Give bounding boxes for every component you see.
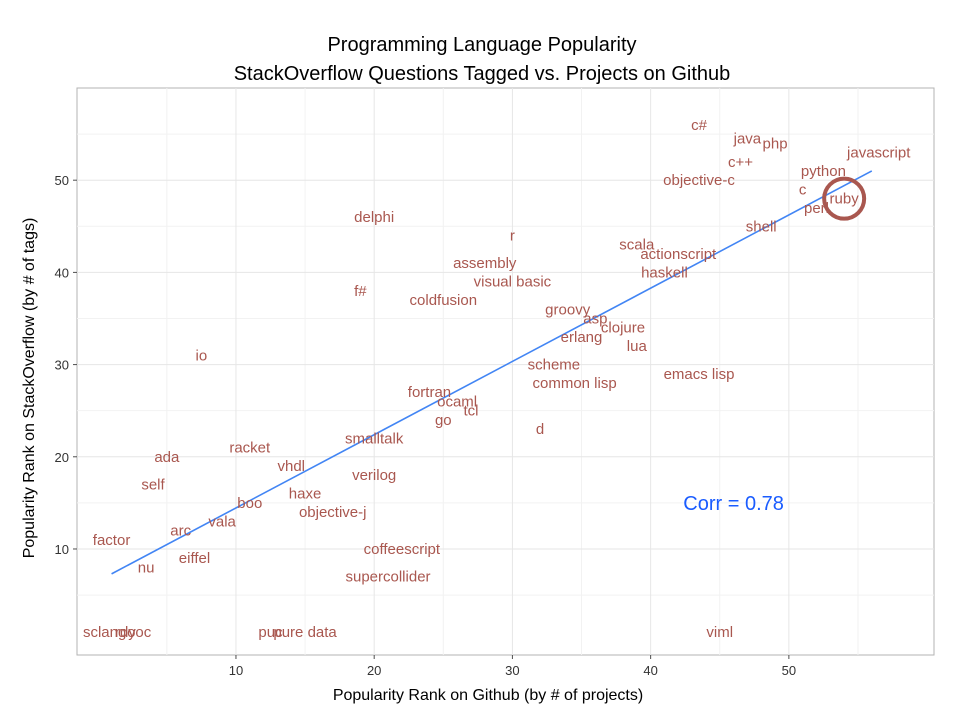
- point-label: asp: [583, 310, 607, 327]
- y-tick-label: 50: [55, 173, 69, 188]
- point-label: racket: [229, 440, 271, 457]
- point-label: vala: [208, 513, 236, 530]
- point-label: go: [435, 412, 452, 429]
- x-tick-label: 10: [229, 663, 243, 678]
- axis-ticks: 10 20 30 40 50 10 20 30 40 50: [55, 173, 797, 678]
- point-label: pure data: [273, 624, 337, 641]
- point-label: ooc: [127, 624, 152, 641]
- y-tick-label: 20: [55, 450, 69, 465]
- point-label: delphi: [354, 209, 394, 226]
- highlight-ring: [822, 176, 867, 221]
- point-label: java: [733, 131, 762, 148]
- point-label: c#: [691, 117, 708, 134]
- point-label: puc: [258, 624, 283, 641]
- point-label: io: [196, 347, 208, 364]
- chart-title: Programming Language Popularity: [327, 34, 636, 56]
- point-label: common lisp: [533, 375, 617, 392]
- y-tick-label: 40: [55, 265, 69, 280]
- point-label: ocaml: [437, 393, 477, 410]
- point-label: emacs lisp: [664, 366, 735, 383]
- point-label: python: [801, 163, 846, 180]
- point-label: haxe: [289, 486, 322, 503]
- point-label: tcl: [463, 403, 478, 420]
- point-label: shell: [746, 218, 777, 235]
- point-label: rdy: [115, 624, 136, 641]
- point-label: sclang: [83, 624, 126, 641]
- point-label: objective-c: [663, 172, 735, 189]
- point-label: supercollider: [345, 569, 430, 586]
- point-label: f#: [354, 283, 367, 300]
- point-label: r: [510, 228, 515, 245]
- point-label: erlang: [561, 329, 603, 346]
- point-label: coffeescript: [364, 541, 441, 558]
- y-tick-label: 30: [55, 358, 69, 373]
- point-label: boo: [237, 495, 262, 512]
- point-label: php: [763, 135, 788, 152]
- point-label: fortran: [408, 384, 451, 401]
- x-tick-label: 20: [367, 663, 381, 678]
- x-tick-label: 30: [505, 663, 519, 678]
- y-axis-title: Popularity Rank on StackOverflow (by # o…: [21, 218, 38, 559]
- point-label: d: [536, 421, 544, 438]
- x-tick-label: 40: [643, 663, 657, 678]
- point-label: factor: [93, 532, 131, 549]
- trend-line: [111, 170, 873, 575]
- point-label: verilog: [352, 467, 396, 484]
- point-label: nu: [138, 559, 155, 576]
- point-label: viml: [706, 624, 733, 641]
- point-label: haskell: [641, 264, 688, 281]
- point-label: self: [141, 476, 165, 493]
- point-label: smalltalk: [345, 430, 404, 447]
- point-label: ruby: [830, 191, 860, 208]
- language-labels: c# java php javascript c++ python objective-c c…: [83, 117, 911, 641]
- grid-lines: [77, 88, 934, 655]
- x-axis-title: Popularity Rank on Github (by # of proje…: [333, 687, 643, 704]
- point-label: c++: [728, 154, 753, 171]
- point-label: ada: [154, 449, 180, 466]
- point-label: eiffel: [179, 550, 210, 567]
- point-label: visual basic: [474, 274, 552, 291]
- point-label: c: [799, 181, 807, 198]
- point-label: scheme: [528, 357, 581, 374]
- point-label: perl: [804, 200, 829, 217]
- point-label: assembly: [453, 255, 517, 272]
- point-label: vhdl: [277, 458, 305, 475]
- point-label: lua: [627, 338, 648, 355]
- point-label: clojure: [601, 320, 645, 337]
- point-label: coldfusion: [410, 292, 478, 309]
- point-label: objective-j: [299, 504, 367, 521]
- point-label: scala: [619, 237, 655, 254]
- x-tick-label: 50: [782, 663, 796, 678]
- correlation-annotation: Corr = 0.78: [683, 493, 784, 515]
- y-tick-label: 10: [55, 542, 69, 557]
- point-label: groovy: [545, 301, 591, 318]
- point-label: actionscript: [640, 246, 717, 263]
- point-label: arc: [170, 523, 191, 540]
- point-label: javascript: [846, 145, 911, 162]
- chart-subtitle: StackOverflow Questions Tagged vs. Proje…: [234, 63, 731, 85]
- plot-panel: [76, 87, 935, 656]
